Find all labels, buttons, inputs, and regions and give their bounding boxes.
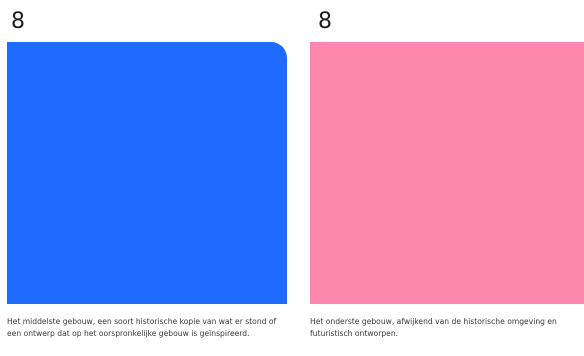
color-block-pink <box>310 42 584 304</box>
color-block-blue <box>7 42 287 304</box>
card-caption: Het middelste gebouw, een soort historis… <box>7 317 277 338</box>
card-number: 8 <box>11 9 25 34</box>
card-caption: Het onderste gebouw, afwijkend van de hi… <box>310 317 560 338</box>
card-number: 8 <box>318 9 332 34</box>
